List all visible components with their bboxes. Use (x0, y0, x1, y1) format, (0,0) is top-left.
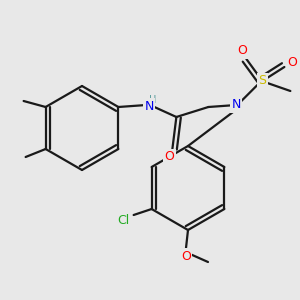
Text: N: N (145, 100, 154, 112)
Text: O: O (237, 44, 247, 58)
Text: O: O (287, 56, 297, 70)
Text: N: N (232, 98, 241, 112)
Text: H: H (149, 95, 156, 105)
Text: Cl: Cl (118, 214, 130, 227)
Text: O: O (164, 151, 174, 164)
Text: O: O (181, 250, 191, 262)
Text: S: S (258, 74, 266, 88)
